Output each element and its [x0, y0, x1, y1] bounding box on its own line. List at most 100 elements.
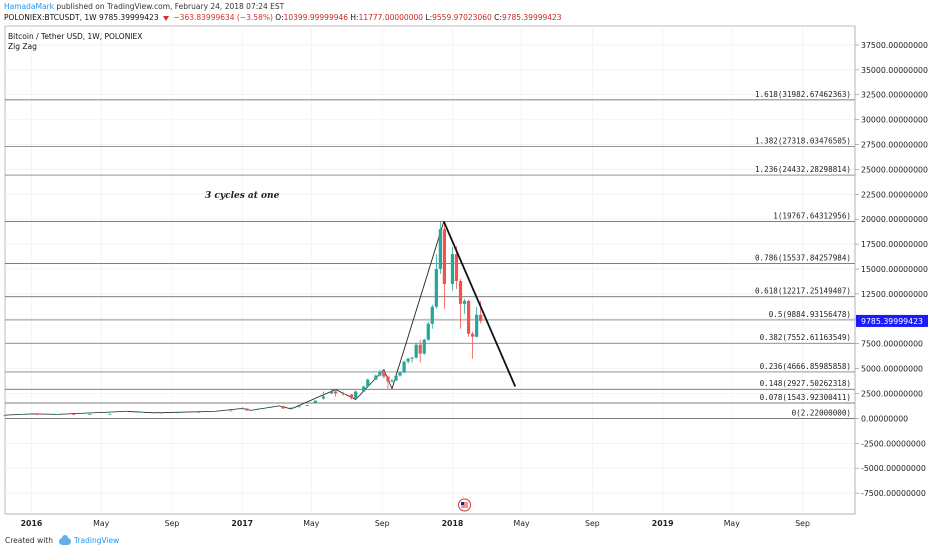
candle-body — [394, 375, 398, 381]
created-with-label: Created with — [5, 536, 53, 545]
symbol-label: POLONIEX:BTCUSDT, 1W — [4, 13, 97, 22]
price-tick-label: 37500.00000000 — [861, 41, 928, 50]
legend-indicator[interactable]: Zig Zag — [8, 42, 37, 51]
candle-body — [426, 323, 430, 340]
candle-body — [442, 229, 446, 284]
candle-body — [462, 300, 467, 304]
candle-body — [196, 411, 201, 413]
flag-canton — [461, 502, 465, 505]
price-tick-label: 12500.00000000 — [861, 290, 928, 299]
current-price-badge — [856, 314, 928, 327]
tradingview-cloud-icon — [58, 534, 71, 545]
candle-body — [140, 411, 144, 413]
candle-body — [354, 391, 358, 399]
fib-level-label: 1.618(31982.67462363) — [755, 90, 851, 99]
candle-body — [362, 386, 366, 392]
candle-body — [479, 314, 483, 321]
down-arrow-icon — [163, 15, 169, 21]
candle-body — [434, 269, 438, 307]
fib-level-label: 1(19767.64312956) — [773, 212, 851, 221]
candle-body — [438, 229, 442, 270]
fib-level-label: 1.236(24432.28298814) — [755, 165, 851, 174]
candle-body — [406, 358, 410, 362]
time-tick-label: 2017 — [231, 519, 253, 528]
close-label: C: — [494, 13, 502, 22]
candle-body — [305, 405, 309, 406]
candle-body — [350, 394, 354, 399]
candle-body — [471, 333, 475, 337]
candle-body — [269, 406, 273, 408]
price-tick-label: 15000.00000000 — [861, 265, 928, 274]
fib-level-label: 0.618(12217.25149407) — [755, 287, 851, 296]
low-value: 9559.97023060 — [432, 13, 492, 22]
candle-body — [35, 414, 39, 415]
candle-body — [160, 412, 164, 414]
price-tick-label: 32500.00000000 — [861, 91, 928, 100]
high-value: 11777.00000000 — [358, 13, 424, 22]
candle-body — [382, 371, 386, 377]
price-tick-label: 0.00000000 — [861, 414, 908, 423]
time-tick-label: May — [93, 519, 110, 528]
publish-info: HamadaMark published on TradingView.com,… — [4, 2, 284, 11]
author-link[interactable]: HamadaMark — [4, 2, 54, 11]
candle-body — [3, 415, 7, 416]
last-price: 9785.39999423 — [98, 13, 159, 22]
time-tick-label: Sep — [585, 519, 600, 528]
candle-body — [333, 391, 338, 394]
price-tick-label: 20000.00000000 — [861, 215, 928, 224]
candle-body — [450, 254, 455, 284]
candle-body — [108, 413, 112, 415]
fib-level-label: 0.786(15537.84257984) — [755, 254, 851, 263]
fib-level-label: 0.382(7552.61163549) — [760, 333, 851, 342]
price-tick-label: 22500.00000000 — [861, 190, 928, 199]
candle-body — [410, 357, 414, 359]
candle-body — [386, 376, 390, 382]
fib-level-label: 0.148(2927.50262318) — [760, 379, 851, 388]
candle-body — [402, 361, 406, 373]
price-tick-label: -7500.00000000 — [861, 489, 926, 498]
legend-title: Bitcoin / Tether USD, 1W, POLONIEX — [8, 32, 143, 41]
candle-body — [454, 254, 459, 281]
time-tick-label: May — [303, 519, 320, 528]
candle-body — [88, 414, 92, 415]
created-with[interactable]: Created with TradingView — [5, 534, 120, 545]
candle-body — [475, 314, 479, 337]
candle-body — [378, 371, 382, 376]
price-tick-label: -5000.00000000 — [861, 464, 926, 473]
time-tick-label: Sep — [795, 519, 810, 528]
flag-stripe — [461, 504, 469, 506]
price-tick-label: 35000.00000000 — [861, 66, 928, 75]
candle-body — [19, 413, 23, 415]
candle-body — [213, 411, 217, 412]
flag-stripe — [461, 506, 469, 508]
annotation-text: 3 cycles at one — [205, 191, 280, 201]
candle-body — [241, 408, 245, 410]
candle-body — [458, 280, 463, 304]
candle-body — [418, 344, 422, 354]
time-tick-label: May — [724, 519, 741, 528]
trendline[interactable] — [442, 221, 517, 387]
candle-body — [176, 412, 180, 414]
price-change: −363.83999634 (−3.58%) — [173, 13, 273, 22]
current-price-label: 9785.39999423 — [861, 317, 923, 326]
price-tick-label: 7500.00000000 — [861, 340, 923, 349]
price-tick-label: 17500.00000000 — [861, 240, 928, 249]
close-value: 9785.39999423 — [501, 13, 562, 22]
candle-body — [342, 393, 346, 395]
candle-body — [71, 414, 76, 416]
fib-level-label: 0.236(4666.85985858) — [760, 362, 851, 371]
time-tick-label: Sep — [375, 519, 390, 528]
time-tick-label: 2016 — [21, 519, 43, 528]
candle-body — [390, 380, 394, 382]
tradingview-brand: TradingView — [73, 536, 120, 545]
published-text: published on TradingView.com, February 2… — [56, 2, 285, 11]
open-label: O: — [275, 13, 284, 22]
candle-body — [466, 300, 471, 334]
candle-body — [430, 306, 434, 324]
candle-body — [366, 379, 370, 387]
price-tick-label: 25000.00000000 — [861, 165, 928, 174]
price-tick-label: 30000.00000000 — [861, 116, 928, 125]
time-tick-label: 2018 — [442, 519, 464, 528]
candle-body — [229, 410, 233, 412]
